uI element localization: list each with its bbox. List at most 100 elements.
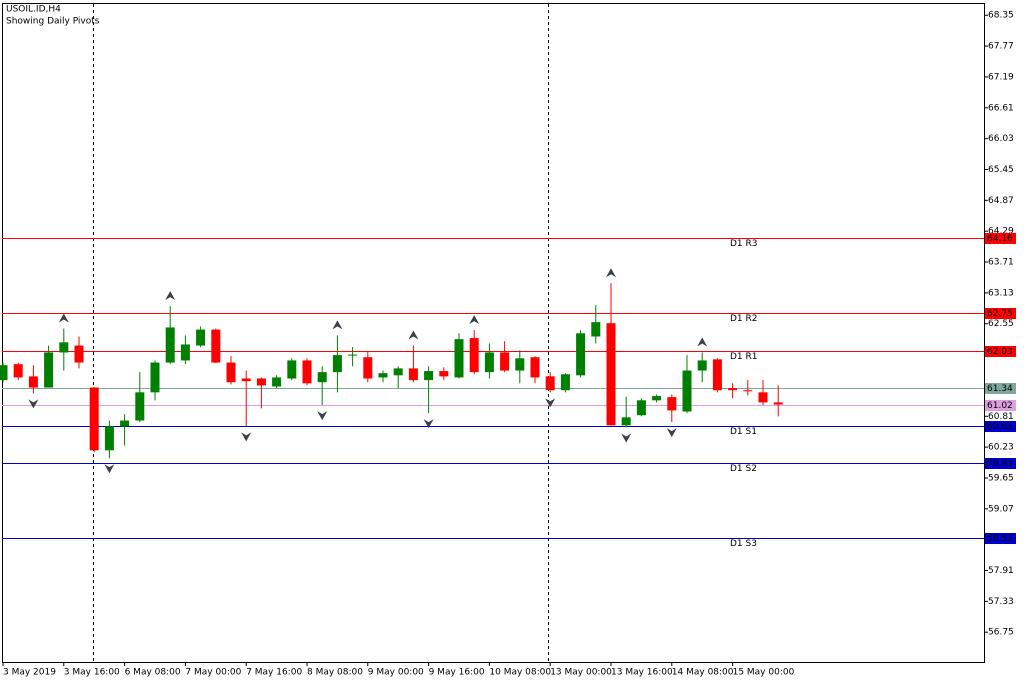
candle-body bbox=[393, 368, 403, 376]
fractal-down bbox=[545, 398, 556, 408]
price-label-box bbox=[985, 458, 1016, 469]
x-tick-label: 9 May 16:00 bbox=[429, 668, 485, 678]
fractal-down bbox=[317, 411, 328, 421]
x-tick-label: 13 May 16:00 bbox=[611, 668, 673, 678]
y-tick-label: 64.87 bbox=[988, 196, 1014, 206]
labels-layer: 68.35 67.77 67.19 66.61 66.03 65.45 64.87 64.29… bbox=[2, 11, 1016, 678]
fractal-down bbox=[423, 419, 434, 429]
price-label-box bbox=[985, 421, 1016, 432]
candle-body bbox=[302, 360, 312, 384]
candle-body bbox=[74, 345, 84, 363]
fractal-up bbox=[58, 313, 69, 323]
candle-body bbox=[120, 420, 130, 427]
candle-body bbox=[256, 378, 266, 386]
y-tick-label: 66.03 bbox=[988, 134, 1014, 144]
fractal-up bbox=[408, 330, 419, 340]
candle-body bbox=[272, 377, 282, 387]
candle-body bbox=[545, 376, 555, 391]
candle-body bbox=[348, 354, 358, 356]
fractal-up bbox=[606, 268, 616, 278]
fractal-down bbox=[621, 433, 632, 443]
candle-body bbox=[454, 339, 464, 378]
candle-body bbox=[180, 344, 190, 361]
x-tick-label: 8 May 08:00 bbox=[307, 668, 363, 678]
y-tick-label: 63.13 bbox=[988, 288, 1014, 298]
candle-body bbox=[241, 378, 251, 382]
candle-body bbox=[196, 329, 206, 346]
pivot-name: D1 R2 bbox=[730, 314, 758, 324]
y-tick-label: 67.19 bbox=[988, 72, 1014, 82]
candle-body bbox=[500, 352, 510, 371]
candle-body bbox=[211, 329, 221, 363]
fractal-down bbox=[666, 428, 677, 438]
candle-body bbox=[621, 417, 631, 426]
y-tick-label: 67.77 bbox=[988, 42, 1014, 52]
price-line-label: 61.34 bbox=[987, 384, 1013, 394]
fractal-down bbox=[104, 464, 115, 474]
candle-body bbox=[363, 357, 373, 379]
y-tick-label: 65.45 bbox=[988, 165, 1014, 175]
candle-body bbox=[424, 371, 434, 381]
candle-body bbox=[469, 338, 479, 373]
y-tick-label: 60.81 bbox=[988, 412, 1014, 422]
pivot-value-label: 60.62 bbox=[987, 422, 1013, 432]
pivot-value-label: 58.52 bbox=[987, 534, 1013, 544]
candle-body bbox=[773, 402, 783, 405]
candle-body bbox=[332, 355, 342, 373]
fractal-up bbox=[332, 320, 343, 330]
candle-body bbox=[135, 392, 145, 421]
pivot-value-label: 62.03 bbox=[987, 347, 1013, 357]
candle-body bbox=[712, 359, 722, 391]
candle-body bbox=[104, 426, 114, 451]
x-tick-label: 7 May 00:00 bbox=[185, 668, 241, 678]
y-tick-label: 59.07 bbox=[988, 504, 1014, 514]
price-label-box bbox=[985, 533, 1016, 544]
candle-body bbox=[0, 365, 8, 381]
candle-body bbox=[758, 392, 768, 403]
candle-body bbox=[484, 352, 494, 373]
candle-body bbox=[576, 333, 586, 376]
x-tick-label: 15 May 00:00 bbox=[733, 668, 795, 678]
y-tick-label: 62.55 bbox=[988, 319, 1014, 329]
candle-body bbox=[226, 362, 236, 383]
fractal-up bbox=[165, 291, 176, 301]
price-label-box bbox=[985, 383, 1016, 394]
pivot-name: D1 R1 bbox=[730, 352, 758, 362]
y-tick-label: 59.65 bbox=[988, 473, 1014, 483]
candle-body bbox=[378, 373, 388, 378]
pivot-name: D1 S3 bbox=[730, 539, 757, 549]
x-tick-label: 13 May 00:00 bbox=[550, 668, 612, 678]
candle-body bbox=[606, 323, 616, 426]
fractal-down bbox=[28, 399, 39, 409]
candle-body bbox=[667, 397, 677, 411]
candle-body bbox=[636, 400, 646, 416]
pivot-value-label: 59.93 bbox=[987, 459, 1013, 469]
pivot-name: D1 S2 bbox=[730, 464, 757, 474]
fractal-up bbox=[469, 315, 480, 325]
y-tick-label: 63.71 bbox=[988, 258, 1014, 268]
candles-layer bbox=[0, 268, 783, 474]
chart-title: USOIL.ID,H4 bbox=[6, 5, 61, 15]
fractal-up bbox=[697, 337, 708, 347]
x-tick-label: 3 May 2019 bbox=[3, 668, 56, 678]
candle-body bbox=[682, 370, 692, 412]
x-tick-label: 10 May 08:00 bbox=[489, 668, 551, 678]
y-tick-label: 66.61 bbox=[988, 103, 1014, 113]
candle-body bbox=[515, 358, 525, 371]
pivot-name: D1 R3 bbox=[730, 239, 758, 249]
pivot-name: D1 S1 bbox=[730, 427, 757, 437]
lines-layer bbox=[2, 238, 984, 539]
candle-body bbox=[591, 322, 601, 337]
candle-body bbox=[165, 327, 175, 363]
chart-subtitle: Showing Daily Pivots bbox=[6, 17, 100, 27]
candle-body bbox=[743, 390, 753, 392]
fractal-down bbox=[241, 432, 252, 442]
candle-body bbox=[59, 342, 69, 353]
price-label-box bbox=[985, 233, 1016, 244]
candle-body bbox=[439, 371, 449, 377]
y-tick-label: 68.35 bbox=[988, 11, 1014, 21]
candle-body bbox=[150, 362, 160, 393]
candle-body bbox=[560, 374, 570, 391]
